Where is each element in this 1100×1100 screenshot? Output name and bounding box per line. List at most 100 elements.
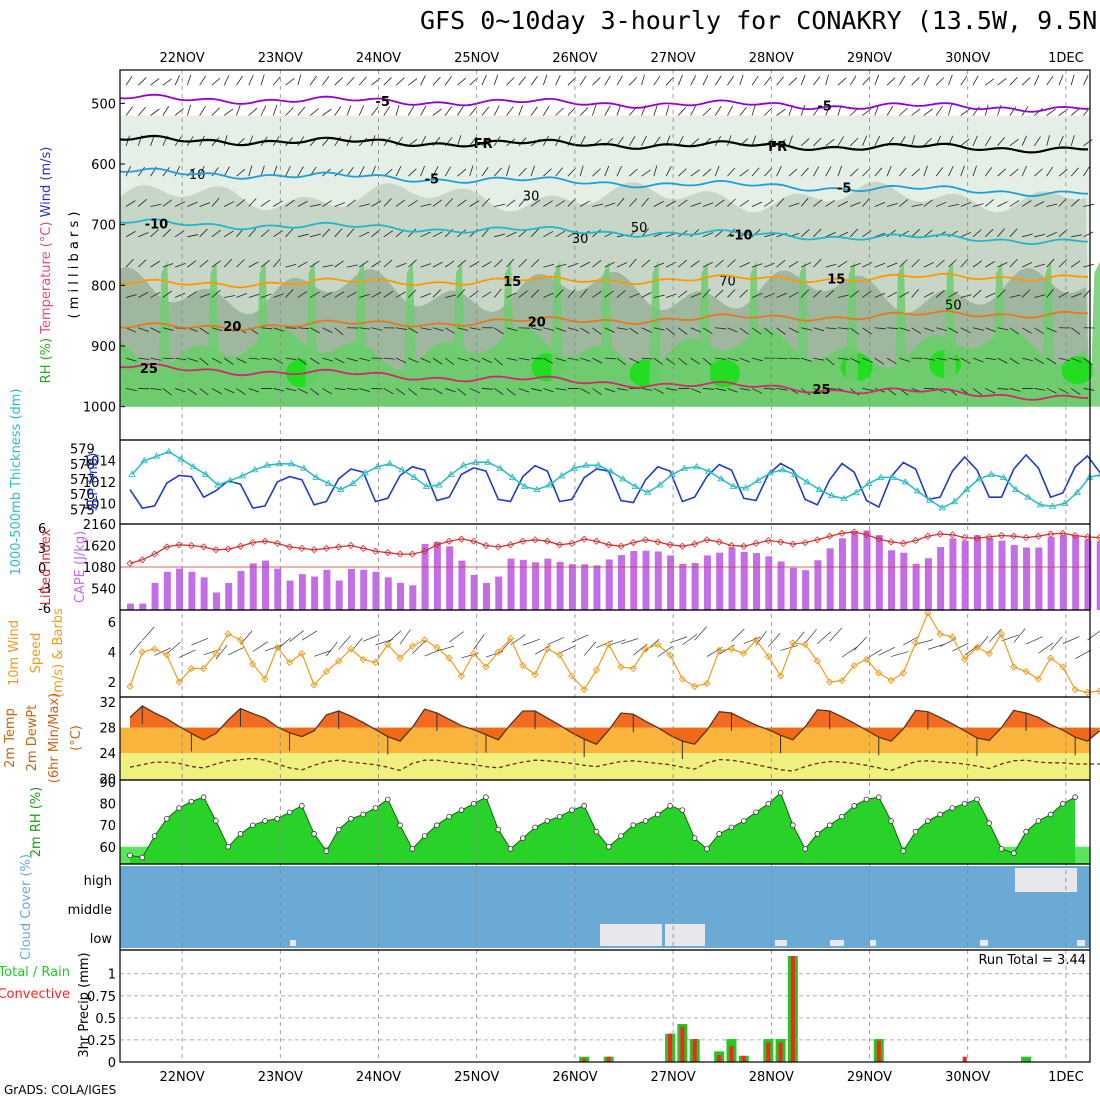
left-tick-label: 576 <box>70 488 95 503</box>
wind-barb <box>604 105 611 116</box>
rh2-marker <box>814 831 821 837</box>
wind-barb <box>199 293 211 298</box>
wind-barb <box>911 288 920 298</box>
wind-barb <box>408 200 418 207</box>
wind-barb <box>555 263 567 268</box>
wind-barb <box>985 357 997 360</box>
wind-barb <box>469 357 481 363</box>
y-tick-label: 20 <box>99 773 116 788</box>
wind-barb <box>886 229 896 238</box>
wind-barb <box>174 230 185 238</box>
wind-barb <box>518 197 527 207</box>
cape-bar <box>667 555 675 610</box>
rh2-marker <box>740 818 747 824</box>
thickness-marker <box>962 485 971 493</box>
wind-barb <box>960 327 971 334</box>
li-marker <box>985 533 993 541</box>
li-marker <box>408 550 416 558</box>
cape-ylabel: CAPE (J/kg) <box>73 531 88 603</box>
cape-bar <box>176 568 184 610</box>
cape-bar <box>789 567 797 610</box>
surface-wind-barb <box>1013 628 1026 643</box>
wind-barb <box>420 327 432 331</box>
wind-barb <box>972 75 979 86</box>
wind-barb <box>1009 228 1018 238</box>
wind-barb <box>125 388 137 392</box>
wind-barb <box>211 107 220 116</box>
wind-barb <box>457 259 467 268</box>
wind-barb <box>138 199 147 207</box>
wind-barb <box>1083 263 1095 268</box>
rh2-marker <box>507 846 514 852</box>
wind-barb <box>616 75 623 86</box>
surface-wind-barb <box>1075 649 1092 659</box>
cloud-row-label: low <box>90 932 113 947</box>
wind-barb <box>1058 74 1064 86</box>
wind-barb <box>457 135 462 146</box>
wind-barb <box>383 388 394 395</box>
wind-barb <box>751 167 760 177</box>
wind-barb <box>985 327 996 333</box>
thickness-marker <box>692 462 701 470</box>
wind-barb <box>420 165 425 177</box>
wind-barb <box>776 108 786 116</box>
wind-barb <box>837 327 849 330</box>
wind-barb <box>420 293 431 298</box>
wind-barb <box>334 291 345 298</box>
cape-bar <box>777 561 785 610</box>
surface-wind-barb <box>547 637 564 646</box>
wind-barb <box>1009 138 1019 147</box>
wind-barb <box>555 107 564 116</box>
wind-barb <box>420 203 432 207</box>
thickness-marker <box>398 465 406 473</box>
rh2-marker <box>213 818 219 824</box>
wind-barb <box>604 357 616 360</box>
upper-air-unit: ( m i l l i b a r s ) <box>67 212 82 319</box>
wind-barb <box>334 136 341 147</box>
wind-barb <box>432 166 439 177</box>
wind-barb <box>346 264 358 268</box>
wind-barb <box>776 388 788 391</box>
wind-barb <box>444 106 452 116</box>
wind-barb <box>224 388 235 394</box>
wind-barb <box>1021 77 1031 86</box>
wind-barb <box>1058 108 1068 116</box>
temp-ylabel: 2m DewPt <box>25 705 40 772</box>
wind-barb <box>960 165 965 177</box>
wind-barb <box>972 357 984 363</box>
wind-barb <box>408 327 419 334</box>
li-marker <box>126 559 134 567</box>
wind-barb <box>518 137 527 147</box>
surface-wind-barb <box>166 641 181 655</box>
left-tick-label: 577 <box>70 473 95 488</box>
rh2-marker <box>912 828 919 835</box>
wind-barb <box>150 78 160 86</box>
upper-air-ylabel: RH (%) Temperature (°C) Wind (m/s) <box>39 147 54 384</box>
wind-barb <box>1009 200 1020 207</box>
wind-barb <box>739 289 748 298</box>
wind-barb <box>150 388 162 391</box>
li-marker <box>715 538 723 546</box>
wind-barb <box>825 138 835 147</box>
wind-barb <box>175 357 187 361</box>
wind-barb <box>813 76 821 86</box>
wind-barb <box>997 78 1007 86</box>
cape-bar <box>409 585 417 610</box>
wind-barb <box>788 291 799 298</box>
wind-barb <box>923 262 934 268</box>
wind-barb <box>359 203 371 207</box>
ylabel-part: Temperature (°C) <box>39 217 54 334</box>
isotherm-15 <box>119 272 1089 289</box>
li-marker <box>899 539 907 547</box>
wind-marker <box>126 682 134 691</box>
isotherm-label: -5 <box>425 173 439 188</box>
rh-plume <box>1041 261 1056 407</box>
rh-plume <box>402 261 417 407</box>
wind-barb <box>260 74 265 86</box>
cape-bar <box>556 561 564 610</box>
wind-barb <box>1071 357 1082 363</box>
wind-barb <box>592 77 601 86</box>
thickness-marker <box>533 485 541 493</box>
wind-barb <box>1083 388 1095 391</box>
